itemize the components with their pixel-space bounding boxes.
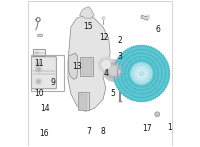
Text: 8: 8 xyxy=(101,127,105,136)
Bar xyxy=(80,57,93,76)
Circle shape xyxy=(106,63,122,79)
Circle shape xyxy=(115,47,168,100)
Text: 5: 5 xyxy=(111,89,116,98)
Text: 1: 1 xyxy=(167,123,172,132)
Bar xyxy=(37,35,42,36)
Bar xyxy=(78,92,89,110)
FancyBboxPatch shape xyxy=(32,57,56,89)
Circle shape xyxy=(137,69,146,78)
Circle shape xyxy=(35,66,42,72)
Bar xyxy=(33,50,45,56)
Circle shape xyxy=(37,62,40,66)
Polygon shape xyxy=(113,45,170,102)
Polygon shape xyxy=(80,6,94,18)
Text: 17: 17 xyxy=(142,124,151,133)
Bar xyxy=(31,55,64,91)
Text: 13: 13 xyxy=(73,62,82,71)
Text: 14: 14 xyxy=(41,104,50,113)
Circle shape xyxy=(37,67,40,71)
Text: 15: 15 xyxy=(83,22,92,31)
Circle shape xyxy=(99,57,114,72)
Text: 9: 9 xyxy=(50,78,55,87)
Bar xyxy=(82,59,92,75)
Polygon shape xyxy=(69,53,77,79)
Circle shape xyxy=(102,60,110,69)
Circle shape xyxy=(134,66,149,81)
Text: 6: 6 xyxy=(155,25,160,34)
Bar xyxy=(79,94,87,109)
Polygon shape xyxy=(68,15,110,111)
Text: 16: 16 xyxy=(39,129,49,138)
Circle shape xyxy=(102,16,105,20)
Circle shape xyxy=(131,63,152,84)
Text: 3: 3 xyxy=(117,52,122,61)
Text: 10: 10 xyxy=(34,89,44,98)
Circle shape xyxy=(35,78,42,85)
Polygon shape xyxy=(155,112,159,117)
Text: 2: 2 xyxy=(117,36,122,45)
Polygon shape xyxy=(39,34,42,36)
Circle shape xyxy=(139,71,144,76)
Circle shape xyxy=(146,15,150,19)
Text: 11: 11 xyxy=(34,59,44,68)
Circle shape xyxy=(109,66,119,76)
Circle shape xyxy=(35,51,39,54)
Circle shape xyxy=(118,71,121,74)
Bar xyxy=(141,15,149,20)
Circle shape xyxy=(156,113,158,115)
Text: 7: 7 xyxy=(86,127,91,136)
Text: 4: 4 xyxy=(104,69,109,78)
Circle shape xyxy=(35,61,42,67)
Circle shape xyxy=(103,60,125,81)
Circle shape xyxy=(37,80,40,83)
Text: 12: 12 xyxy=(100,33,109,42)
